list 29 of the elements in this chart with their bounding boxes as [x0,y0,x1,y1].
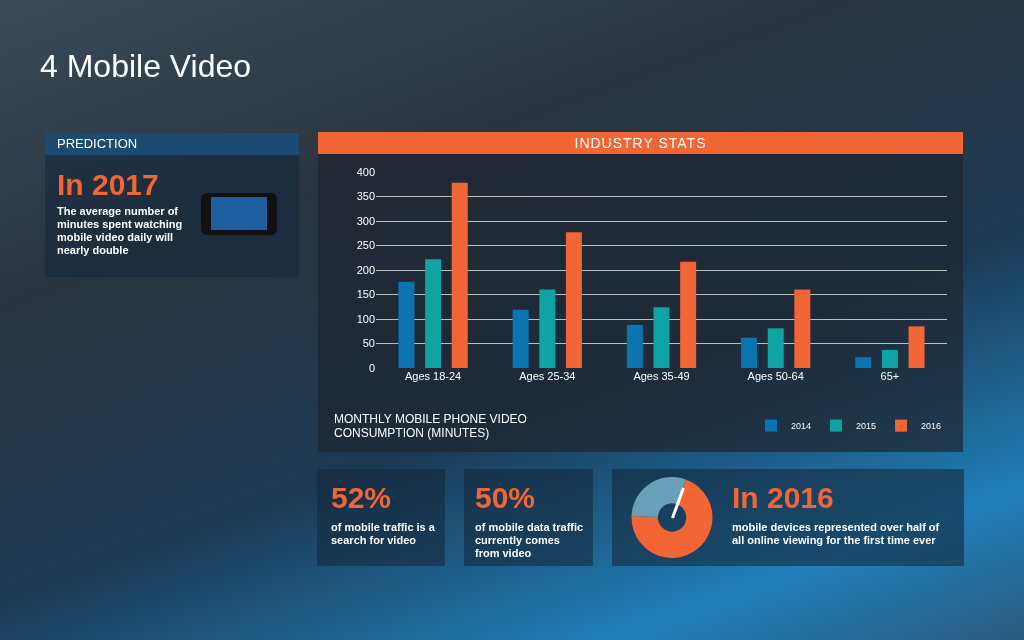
y-tick-label: 400 [356,165,375,178]
text: 52% [331,481,392,515]
y-tick-label: 0 [368,361,375,374]
text: mobile devices represented over half of all online viewing for the first time ever [732,521,941,547]
text: 4 Mobile Video [40,48,252,85]
y-tick-label: 300 [356,214,375,227]
text: In 2017 [57,168,159,202]
y-tick-label: 350 [356,190,375,203]
x-tick-label: Ages 50-64 [747,370,804,382]
legend-label: 2014 [791,421,812,432]
text: The average number of minutes spent watching mobile video daily will nearly double [57,205,184,257]
x-tick-label: Ages 35-49 [633,370,690,382]
x-tick-label: Ages 25-34 [519,370,576,382]
x-tick-label: 65+ [880,370,900,382]
chart-title: INDUSTRY STATS [318,132,963,154]
y-tick-label: 150 [356,288,375,301]
x-axis-title: MONTHLY MOBILE PHONE VIDEO CONSUMPTION (MINUTES) [334,412,528,440]
text: 50% [475,481,536,515]
y-tick-label: 200 [356,263,375,276]
x-tick-label: Ages 18-24 [404,370,462,382]
y-tick-label: 100 [356,312,375,325]
legend-label: 2016 [921,421,942,432]
text: PREDICTION [45,133,299,155]
text: of mobile traffic is a search for video [331,521,436,547]
text: of mobile data traffic currently comes from video [475,521,585,560]
text: In 2016 [732,481,834,515]
legend-label: 2015 [856,421,877,432]
y-tick-label: 50 [362,337,375,350]
y-tick-label: 250 [356,239,375,252]
